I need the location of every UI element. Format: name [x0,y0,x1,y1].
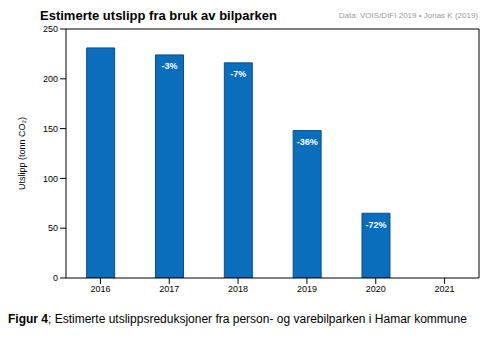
svg-text:100: 100 [43,174,58,184]
html-text:Data: VOIS/DIFI 2019 • Jonas K: Data: VOIS/DIFI 2019 • Jonas K (2019) [338,11,478,20]
svg-text:2016: 2016 [90,284,110,294]
svg-text:200: 200 [43,74,58,84]
svg-text:50: 50 [48,223,58,233]
svg-text:2018: 2018 [228,284,248,294]
svg-text:2017: 2017 [159,284,179,294]
svg-text:2020: 2020 [366,284,386,294]
svg-text:Utslipp (tonn CO₂): Utslipp (tonn CO₂) [17,117,27,190]
svg-text:2019: 2019 [297,284,317,294]
html-text:Estimerte utslipp fra bruk av: Estimerte utslipp fra bruk av bilparken [40,8,277,23]
svg-text:150: 150 [43,124,58,134]
svg-text:2021: 2021 [435,284,455,294]
svg-text:-7%: -7% [230,69,246,79]
svg-text:-72%: -72% [365,220,386,230]
svg-text:250: 250 [43,24,58,34]
svg-text:-3%: -3% [161,61,177,71]
svg-text:-36%: -36% [297,137,318,147]
svg-text:0: 0 [53,273,58,283]
html-text:Figur 4; Estimerte utslippsred: Figur 4; Estimerte utslippsreduksjoner f… [8,312,467,326]
